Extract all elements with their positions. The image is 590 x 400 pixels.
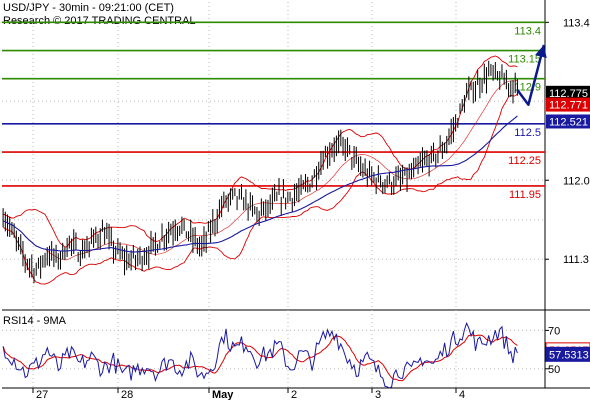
- projection-line: [516, 44, 546, 106]
- chart-header: USD/JPY - 30min - 09:21:00 (CET) Researc…: [3, 2, 196, 28]
- price-tag-label: 112.521: [549, 116, 588, 128]
- moving-average-line: [2, 115, 518, 253]
- date-label: 3: [375, 389, 381, 400]
- chart-title: USD/JPY - 30min - 09:21:00 (CET): [3, 2, 174, 14]
- date-label: 4: [459, 389, 465, 400]
- rsi-tick-label: 70: [548, 325, 560, 337]
- price-tick-label: 111.3: [563, 254, 589, 266]
- bollinger-bands: [2, 55, 518, 285]
- rsi-line: [2, 321, 518, 389]
- projection: [516, 44, 547, 106]
- price-tick-label: 112.0: [563, 175, 590, 187]
- lower-band: [2, 93, 518, 285]
- moving-average: [2, 115, 518, 253]
- level-label: 112.5: [514, 127, 541, 139]
- date-label: 2: [291, 389, 297, 400]
- price-tag-label: 112.775: [549, 88, 588, 100]
- grid: [2, 0, 590, 389]
- middle-band: [2, 80, 518, 261]
- projection-arrowhead: [535, 44, 547, 58]
- rsi-tick-label: 50: [548, 364, 560, 376]
- rsi-tag-box: [545, 346, 590, 362]
- rsi-tag-label: 57.5313: [549, 349, 589, 361]
- level-label: 112.25: [508, 155, 541, 167]
- rsi-label: RSI14 - 9MA: [3, 315, 66, 327]
- date-label: 27: [36, 389, 48, 400]
- date-axis: 27 28 May 2 3 4: [32, 388, 465, 400]
- rsi-panel: 705059.851757.5313: [2, 321, 590, 389]
- price-tick-label: 113.4: [563, 17, 590, 29]
- date-label: May: [212, 389, 234, 400]
- date-label: 28: [121, 389, 133, 400]
- price-tag-box: [546, 85, 590, 100]
- chart-subtitle: Research © 2017 TRADING CENTRAL: [3, 15, 196, 27]
- rsi-ma-line: [2, 334, 518, 382]
- price-tag-box: [546, 114, 590, 129]
- level-label: 113.4: [514, 25, 541, 37]
- price-bars: [2, 60, 518, 284]
- level-label: 111.95: [509, 189, 541, 201]
- price-tag-box: [546, 97, 590, 112]
- level-label: 113.15: [508, 54, 541, 66]
- price-tag-label: 112.771: [549, 100, 588, 112]
